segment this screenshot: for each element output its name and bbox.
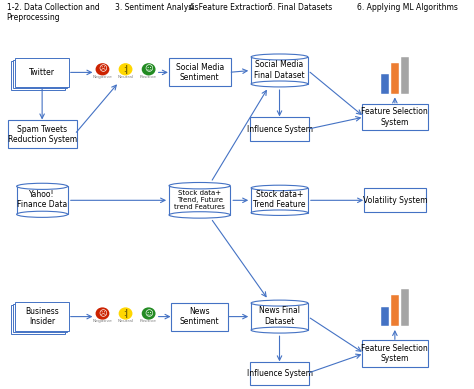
Text: Yahoo!
Finance Data: Yahoo! Finance Data (17, 190, 67, 209)
Text: Positive: Positive (140, 75, 157, 79)
Ellipse shape (17, 211, 68, 217)
Text: Negative: Negative (92, 319, 112, 323)
Text: Stock data+
Trend, Future
trend Features: Stock data+ Trend, Future trend Features (174, 190, 225, 210)
Text: Influence System: Influence System (246, 369, 312, 378)
FancyBboxPatch shape (362, 340, 428, 366)
FancyBboxPatch shape (15, 58, 69, 87)
Text: ☹: ☹ (98, 309, 107, 318)
Ellipse shape (169, 212, 230, 218)
Bar (391, 63, 399, 94)
FancyBboxPatch shape (250, 362, 309, 385)
FancyBboxPatch shape (11, 305, 65, 334)
Ellipse shape (251, 81, 308, 87)
FancyBboxPatch shape (171, 303, 228, 331)
Text: Positive: Positive (140, 319, 157, 323)
Circle shape (142, 64, 155, 75)
FancyBboxPatch shape (250, 117, 309, 141)
Ellipse shape (251, 185, 308, 191)
Circle shape (119, 308, 132, 319)
Text: ☺: ☺ (144, 65, 153, 74)
Text: Social Media
Sentiment: Social Media Sentiment (175, 63, 224, 82)
Text: Twitter: Twitter (29, 68, 55, 77)
Bar (401, 289, 409, 326)
Text: Feature Selection
System: Feature Selection System (362, 344, 428, 363)
Circle shape (142, 308, 155, 319)
Text: Social Media
Final Dataset: Social Media Final Dataset (254, 60, 305, 80)
FancyBboxPatch shape (362, 104, 428, 130)
Text: 6. Applying ML Algorithms: 6. Applying ML Algorithms (357, 3, 458, 12)
Ellipse shape (251, 327, 308, 333)
Text: 1-2. Data Collection and
Preprocessing: 1-2. Data Collection and Preprocessing (7, 3, 100, 22)
Ellipse shape (251, 210, 308, 216)
Bar (17, 186, 68, 214)
Text: 4. Feature Extraction: 4. Feature Extraction (189, 3, 269, 12)
Bar (391, 295, 399, 326)
Bar (251, 57, 308, 84)
Text: 3. Sentiment Analysis: 3. Sentiment Analysis (115, 3, 199, 12)
Text: Negative: Negative (92, 75, 112, 79)
Circle shape (119, 64, 132, 75)
Text: Neutral: Neutral (118, 319, 134, 323)
Text: News
Sentiment: News Sentiment (180, 307, 219, 326)
FancyBboxPatch shape (364, 188, 426, 212)
FancyBboxPatch shape (11, 61, 65, 90)
Text: ☺: ☺ (144, 309, 153, 318)
Circle shape (96, 308, 109, 319)
FancyBboxPatch shape (13, 60, 67, 88)
Bar (381, 74, 389, 94)
Text: Feature Selection
System: Feature Selection System (362, 107, 428, 127)
FancyBboxPatch shape (169, 58, 231, 86)
Text: Spam Tweets
Reduction System: Spam Tweets Reduction System (8, 125, 77, 144)
Ellipse shape (251, 54, 308, 60)
Text: Business
Insider: Business Insider (25, 307, 59, 326)
Text: Neutral: Neutral (118, 75, 134, 79)
Text: :|: :| (123, 65, 128, 74)
Text: ☹: ☹ (98, 65, 107, 74)
Text: News Final
Dataset: News Final Dataset (259, 306, 300, 326)
Text: :|: :| (123, 309, 128, 318)
Ellipse shape (251, 300, 308, 306)
Bar (401, 57, 409, 94)
Text: Influence System: Influence System (246, 125, 312, 134)
Bar (169, 186, 230, 215)
Bar (381, 307, 389, 326)
Ellipse shape (17, 183, 68, 189)
Ellipse shape (169, 182, 230, 189)
FancyBboxPatch shape (13, 304, 67, 333)
FancyBboxPatch shape (15, 302, 69, 331)
FancyBboxPatch shape (8, 121, 76, 148)
Text: 5. Final Datasets: 5. Final Datasets (268, 3, 333, 12)
Bar (251, 303, 308, 330)
Text: Volatility System: Volatility System (363, 196, 427, 205)
Circle shape (96, 64, 109, 75)
Bar (251, 188, 308, 213)
Text: Stock data+
Trend Feature: Stock data+ Trend Feature (253, 190, 306, 209)
